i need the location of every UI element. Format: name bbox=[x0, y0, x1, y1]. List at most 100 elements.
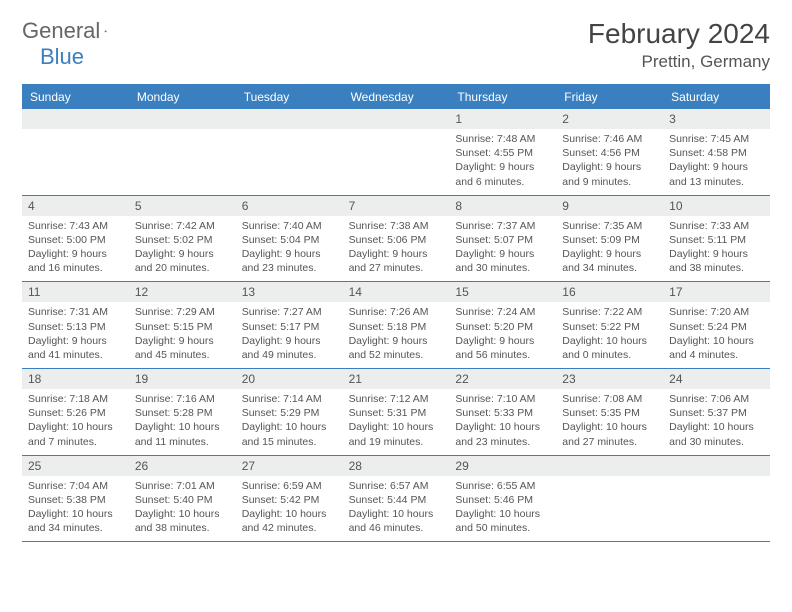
day-body: Sunrise: 7:18 AMSunset: 5:26 PMDaylight:… bbox=[22, 389, 129, 455]
day-line: and 41 minutes. bbox=[28, 348, 123, 362]
day-line: Sunrise: 7:48 AM bbox=[455, 132, 550, 146]
day-header-row: Sunday Monday Tuesday Wednesday Thursday… bbox=[22, 85, 770, 109]
day-line: Sunrise: 7:08 AM bbox=[562, 392, 657, 406]
day-body: Sunrise: 7:06 AMSunset: 5:37 PMDaylight:… bbox=[663, 389, 770, 455]
day-line: Sunset: 5:09 PM bbox=[562, 233, 657, 247]
calendar-cell: 20Sunrise: 7:14 AMSunset: 5:29 PMDayligh… bbox=[236, 369, 343, 455]
day-line: and 6 minutes. bbox=[455, 175, 550, 189]
day-line: and 15 minutes. bbox=[242, 435, 337, 449]
day-line: Sunset: 5:38 PM bbox=[28, 493, 123, 507]
day-line: Sunrise: 7:10 AM bbox=[455, 392, 550, 406]
calendar-cell: 29Sunrise: 6:55 AMSunset: 5:46 PMDayligh… bbox=[449, 456, 556, 542]
day-line: Sunset: 5:04 PM bbox=[242, 233, 337, 247]
day-line: Sunset: 5:06 PM bbox=[349, 233, 444, 247]
day-line: Sunrise: 7:42 AM bbox=[135, 219, 230, 233]
calendar-cell: 17Sunrise: 7:20 AMSunset: 5:24 PMDayligh… bbox=[663, 282, 770, 368]
day-line: and 20 minutes. bbox=[135, 261, 230, 275]
day-line: and 45 minutes. bbox=[135, 348, 230, 362]
day-line: Sunrise: 7:29 AM bbox=[135, 305, 230, 319]
day-line: Daylight: 10 hours bbox=[135, 507, 230, 521]
day-line: Daylight: 10 hours bbox=[242, 420, 337, 434]
day-body: Sunrise: 7:27 AMSunset: 5:17 PMDaylight:… bbox=[236, 302, 343, 368]
day-body bbox=[129, 129, 236, 187]
day-number: 11 bbox=[22, 282, 129, 302]
day-body: Sunrise: 7:35 AMSunset: 5:09 PMDaylight:… bbox=[556, 216, 663, 282]
day-line: Sunset: 5:28 PM bbox=[135, 406, 230, 420]
day-body bbox=[236, 129, 343, 187]
day-body: Sunrise: 7:38 AMSunset: 5:06 PMDaylight:… bbox=[343, 216, 450, 282]
day-number: 22 bbox=[449, 369, 556, 389]
day-line: Sunset: 5:02 PM bbox=[135, 233, 230, 247]
day-line: Sunset: 5:33 PM bbox=[455, 406, 550, 420]
day-line: Sunrise: 7:40 AM bbox=[242, 219, 337, 233]
day-number bbox=[236, 109, 343, 129]
day-body: Sunrise: 6:57 AMSunset: 5:44 PMDaylight:… bbox=[343, 476, 450, 542]
day-line: Daylight: 9 hours bbox=[135, 247, 230, 261]
calendar-cell bbox=[556, 456, 663, 542]
day-number: 25 bbox=[22, 456, 129, 476]
day-line: and 7 minutes. bbox=[28, 435, 123, 449]
day-body bbox=[663, 476, 770, 534]
day-line: Daylight: 9 hours bbox=[28, 334, 123, 348]
day-body: Sunrise: 7:43 AMSunset: 5:00 PMDaylight:… bbox=[22, 216, 129, 282]
calendar-cell: 13Sunrise: 7:27 AMSunset: 5:17 PMDayligh… bbox=[236, 282, 343, 368]
day-line: Sunrise: 7:26 AM bbox=[349, 305, 444, 319]
day-line: Sunset: 5:22 PM bbox=[562, 320, 657, 334]
day-line: Sunrise: 7:38 AM bbox=[349, 219, 444, 233]
day-body: Sunrise: 7:10 AMSunset: 5:33 PMDaylight:… bbox=[449, 389, 556, 455]
day-line: and 27 minutes. bbox=[349, 261, 444, 275]
day-number: 18 bbox=[22, 369, 129, 389]
day-line: and 42 minutes. bbox=[242, 521, 337, 535]
day-number: 19 bbox=[129, 369, 236, 389]
calendar-cell bbox=[343, 109, 450, 195]
title-block: February 2024 Prettin, Germany bbox=[588, 18, 770, 72]
day-number: 17 bbox=[663, 282, 770, 302]
day-number: 9 bbox=[556, 196, 663, 216]
day-line: and 23 minutes. bbox=[455, 435, 550, 449]
day-body bbox=[22, 129, 129, 187]
day-number: 6 bbox=[236, 196, 343, 216]
day-line: Sunrise: 7:22 AM bbox=[562, 305, 657, 319]
day-line: Sunset: 5:42 PM bbox=[242, 493, 337, 507]
day-line: and 34 minutes. bbox=[28, 521, 123, 535]
day-line: and 34 minutes. bbox=[562, 261, 657, 275]
calendar-cell: 2Sunrise: 7:46 AMSunset: 4:56 PMDaylight… bbox=[556, 109, 663, 195]
day-line: Sunset: 5:46 PM bbox=[455, 493, 550, 507]
calendar-cell: 1Sunrise: 7:48 AMSunset: 4:55 PMDaylight… bbox=[449, 109, 556, 195]
day-number: 27 bbox=[236, 456, 343, 476]
day-header: Saturday bbox=[663, 85, 770, 109]
day-line: Sunrise: 7:45 AM bbox=[669, 132, 764, 146]
day-body: Sunrise: 7:08 AMSunset: 5:35 PMDaylight:… bbox=[556, 389, 663, 455]
day-body: Sunrise: 7:12 AMSunset: 5:31 PMDaylight:… bbox=[343, 389, 450, 455]
logo-sail-icon bbox=[104, 22, 107, 40]
day-number: 29 bbox=[449, 456, 556, 476]
logo-text-2: Blue bbox=[40, 44, 84, 70]
calendar-cell: 18Sunrise: 7:18 AMSunset: 5:26 PMDayligh… bbox=[22, 369, 129, 455]
calendar-cell: 6Sunrise: 7:40 AMSunset: 5:04 PMDaylight… bbox=[236, 196, 343, 282]
day-line: and 30 minutes. bbox=[455, 261, 550, 275]
day-line: Daylight: 9 hours bbox=[455, 160, 550, 174]
calendar-cell bbox=[663, 456, 770, 542]
day-body: Sunrise: 7:42 AMSunset: 5:02 PMDaylight:… bbox=[129, 216, 236, 282]
day-number: 28 bbox=[343, 456, 450, 476]
day-body: Sunrise: 7:33 AMSunset: 5:11 PMDaylight:… bbox=[663, 216, 770, 282]
day-line: Daylight: 9 hours bbox=[669, 247, 764, 261]
day-line: and 16 minutes. bbox=[28, 261, 123, 275]
day-line: Daylight: 10 hours bbox=[562, 334, 657, 348]
calendar-cell: 22Sunrise: 7:10 AMSunset: 5:33 PMDayligh… bbox=[449, 369, 556, 455]
day-line: Sunset: 5:26 PM bbox=[28, 406, 123, 420]
day-line: Sunset: 5:20 PM bbox=[455, 320, 550, 334]
day-body: Sunrise: 7:31 AMSunset: 5:13 PMDaylight:… bbox=[22, 302, 129, 368]
day-line: Sunrise: 7:06 AM bbox=[669, 392, 764, 406]
day-number: 12 bbox=[129, 282, 236, 302]
day-line: Daylight: 10 hours bbox=[562, 420, 657, 434]
day-body: Sunrise: 7:04 AMSunset: 5:38 PMDaylight:… bbox=[22, 476, 129, 542]
day-line: Sunrise: 7:16 AM bbox=[135, 392, 230, 406]
day-line: Sunrise: 7:43 AM bbox=[28, 219, 123, 233]
day-body bbox=[556, 476, 663, 534]
day-header: Tuesday bbox=[236, 85, 343, 109]
day-body: Sunrise: 6:59 AMSunset: 5:42 PMDaylight:… bbox=[236, 476, 343, 542]
day-line: Sunrise: 7:46 AM bbox=[562, 132, 657, 146]
day-line: Sunset: 5:18 PM bbox=[349, 320, 444, 334]
day-number bbox=[556, 456, 663, 476]
